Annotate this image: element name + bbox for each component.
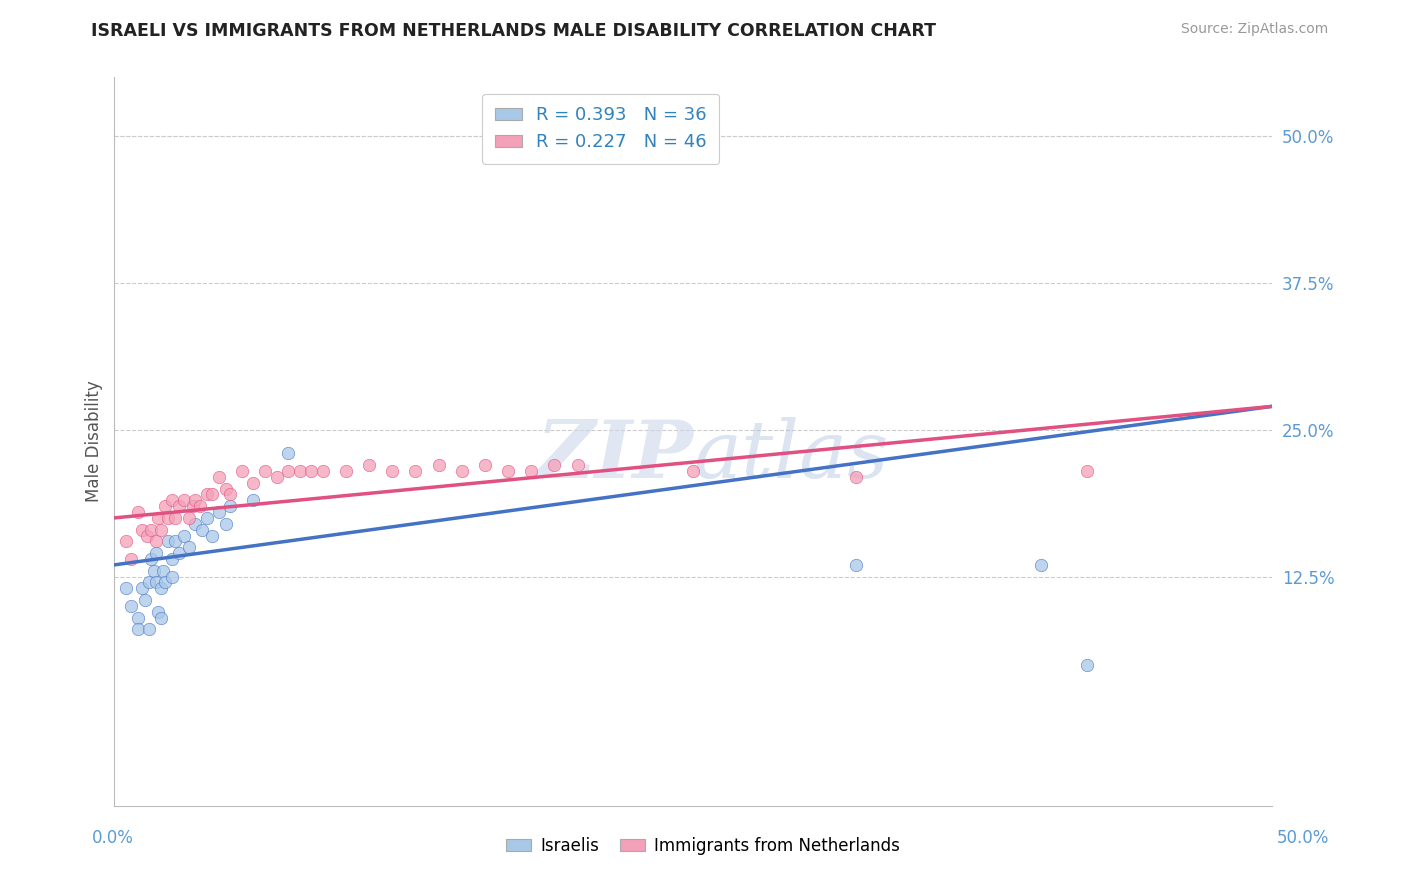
Point [188, 499, 211, 513]
Y-axis label: Male Disability: Male Disability [86, 381, 103, 502]
Point [201, 528, 224, 542]
Point [335, 464, 357, 478]
Point [115, 534, 138, 549]
Point [359, 458, 381, 472]
Text: ISRAELI VS IMMIGRANTS FROM NETHERLANDS MALE DISABILITY CORRELATION CHART: ISRAELI VS IMMIGRANTS FROM NETHERLANDS M… [91, 22, 936, 40]
Point [844, 558, 866, 572]
Point [167, 499, 190, 513]
Point [214, 482, 236, 496]
Point [312, 464, 335, 478]
Point [145, 546, 167, 560]
Point [163, 511, 186, 525]
Point [1076, 657, 1098, 672]
Point [844, 470, 866, 484]
Point [474, 458, 496, 472]
Point [131, 523, 153, 537]
Point [195, 511, 218, 525]
Text: Source: ZipAtlas.com: Source: ZipAtlas.com [1181, 22, 1329, 37]
Point [127, 505, 149, 519]
Point [277, 446, 299, 460]
Point [162, 552, 184, 566]
Point [141, 523, 163, 537]
Point [195, 487, 218, 501]
Text: ZIP: ZIP [537, 417, 693, 495]
Point [520, 464, 543, 478]
Point [138, 575, 160, 590]
Point [277, 464, 299, 478]
Point [266, 470, 288, 484]
Point [288, 464, 311, 478]
Point [177, 511, 200, 525]
Point [155, 575, 177, 590]
Point [120, 599, 142, 613]
Point [242, 475, 264, 490]
Point [496, 464, 519, 478]
Point [162, 493, 184, 508]
Point [207, 470, 229, 484]
Point [682, 464, 704, 478]
Point [162, 569, 184, 583]
Point [173, 493, 195, 508]
Point [184, 493, 207, 508]
Text: 50.0%: 50.0% [1277, 829, 1329, 847]
Point [207, 505, 229, 519]
Point [299, 464, 322, 478]
Point [167, 546, 190, 560]
Point [201, 487, 224, 501]
Point [155, 499, 177, 513]
Point [191, 523, 214, 537]
Legend: Israelis, Immigrants from Netherlands: Israelis, Immigrants from Netherlands [499, 830, 907, 862]
Point [148, 511, 170, 525]
Point [127, 611, 149, 625]
Point [141, 552, 163, 566]
Point [181, 499, 204, 513]
Point [184, 516, 207, 531]
Point [120, 552, 142, 566]
Point [405, 464, 427, 478]
Point [567, 458, 589, 472]
Point [152, 564, 174, 578]
Point [134, 593, 156, 607]
Point [156, 534, 179, 549]
Point [138, 623, 160, 637]
Point [173, 528, 195, 542]
Point [381, 464, 404, 478]
Point [450, 464, 472, 478]
Point [177, 541, 200, 555]
Point [149, 611, 172, 625]
Point [219, 487, 242, 501]
Point [149, 582, 172, 596]
Point [427, 458, 450, 472]
Text: atlas: atlas [693, 417, 889, 495]
Point [156, 511, 179, 525]
Point [131, 582, 153, 596]
Point [145, 575, 167, 590]
Point [543, 458, 565, 472]
Legend: R = 0.393   N = 36, R = 0.227   N = 46: R = 0.393 N = 36, R = 0.227 N = 46 [482, 94, 720, 164]
Point [135, 528, 157, 542]
Point [127, 623, 149, 637]
Point [142, 564, 165, 578]
Point [148, 605, 170, 619]
Point [253, 464, 276, 478]
Point [231, 464, 253, 478]
Point [115, 582, 138, 596]
Text: 0.0%: 0.0% [91, 829, 134, 847]
Point [1076, 464, 1098, 478]
Point [163, 534, 186, 549]
Point [214, 516, 236, 531]
Point [1029, 558, 1052, 572]
Point [219, 499, 242, 513]
Point [242, 493, 264, 508]
Point [145, 534, 167, 549]
Point [149, 523, 172, 537]
